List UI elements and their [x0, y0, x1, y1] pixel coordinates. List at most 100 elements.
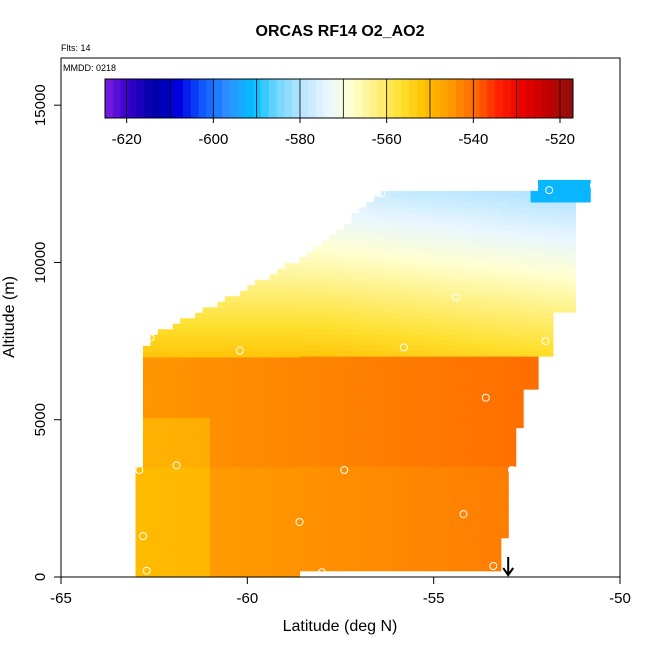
heatmap-cell [262, 444, 271, 451]
heatmap-cell [351, 548, 360, 555]
heatmap-cell [403, 207, 412, 214]
heatmap-cell [150, 433, 159, 440]
heatmap-cell [142, 554, 152, 562]
heatmap-cell [538, 234, 547, 242]
heatmap-cell [284, 263, 293, 270]
heatmap-cell [456, 284, 465, 291]
heatmap-cell [396, 460, 405, 467]
heatmap-cell [418, 394, 427, 401]
heatmap-cell [508, 345, 517, 352]
heatmap-cell [426, 367, 435, 374]
heatmap-cell [277, 494, 286, 501]
heatmap-cell [403, 273, 412, 280]
heatmap-cell [418, 438, 427, 445]
heatmap-cell [538, 273, 547, 280]
y-tick-label: 5000 [32, 403, 49, 436]
heatmap-cell [411, 383, 420, 390]
heatmap-cell [210, 417, 219, 424]
heatmap-cell [187, 488, 196, 496]
heatmap-cell [374, 323, 383, 330]
heatmap-cell [403, 482, 412, 489]
heatmap-cell [284, 488, 293, 496]
heatmap-cell [269, 318, 278, 325]
heatmap-cell [374, 477, 383, 484]
heatmap-cell [478, 262, 487, 269]
colorbar-segment [112, 79, 122, 118]
heatmap-cell [374, 526, 383, 533]
heatmap-cell [284, 389, 293, 396]
heatmap-cell [187, 543, 196, 551]
heatmap-cell [508, 433, 517, 440]
heatmap-cell [329, 300, 338, 308]
heatmap-cell [396, 312, 405, 319]
heatmap-cell [306, 416, 316, 423]
heatmap-cell [426, 306, 435, 313]
heatmap-cell [463, 339, 472, 346]
heatmap-cell [381, 196, 390, 203]
heatmap-cell [456, 515, 465, 522]
heatmap-cell [269, 510, 278, 518]
heatmap-cell [299, 499, 308, 506]
heatmap-cell [478, 212, 487, 220]
heatmap-cell [388, 350, 397, 357]
heatmap-cell [478, 256, 487, 264]
heatmap-cell [396, 455, 405, 462]
heatmap-cell [180, 455, 189, 462]
heatmap-cell [172, 499, 181, 507]
heatmap-cell [500, 356, 509, 363]
heatmap-cell [321, 565, 330, 572]
heatmap-cell [351, 532, 360, 539]
heatmap-cell [478, 240, 487, 247]
heatmap-cell [351, 422, 360, 429]
heatmap-cell [456, 449, 465, 456]
heatmap-cell [478, 207, 487, 214]
heatmap-cell [329, 515, 338, 522]
heatmap-cell [426, 537, 435, 544]
heatmap-cell [403, 300, 412, 308]
colorbar-segment [557, 79, 566, 118]
heatmap-cell [470, 471, 479, 478]
heatmap-cell [292, 532, 301, 540]
heatmap-cell [485, 218, 494, 225]
heatmap-cell [567, 229, 576, 236]
heatmap-cell [530, 312, 539, 319]
heatmap-cell [195, 318, 204, 325]
heatmap-cell [351, 262, 360, 269]
heatmap-cell [306, 477, 316, 484]
colorbar-segment [510, 79, 519, 118]
heatmap-cell [515, 262, 524, 269]
heatmap-cell [470, 196, 479, 203]
heatmap-cell [150, 488, 159, 496]
heatmap-cell [269, 290, 278, 297]
heatmap-cell [150, 532, 159, 540]
heatmap-cell [463, 306, 472, 313]
heatmap-cell [165, 422, 174, 429]
heatmap-cell [493, 405, 502, 412]
heatmap-cell [314, 521, 323, 528]
heatmap-cell [284, 422, 293, 429]
heatmap-cell [336, 262, 345, 269]
heatmap-cell [351, 521, 360, 528]
heatmap-cell [351, 345, 360, 352]
heatmap-cell [396, 526, 405, 533]
heatmap-cell [463, 356, 472, 363]
heatmap-cell [195, 505, 204, 512]
heatmap-cell [329, 256, 338, 264]
heatmap-cell [299, 328, 308, 335]
heatmap-cell [306, 289, 316, 297]
heatmap-cell [321, 323, 330, 330]
heatmap-cell [195, 417, 204, 424]
heatmap-cell [403, 312, 412, 319]
heatmap-cell [463, 262, 472, 269]
heatmap-cell [306, 295, 316, 302]
heatmap-cell [172, 549, 181, 556]
heatmap-cell [217, 307, 226, 314]
heatmap-cell [463, 504, 472, 511]
profile-point [142, 566, 151, 575]
heatmap-cell [172, 417, 181, 424]
heatmap-cell [247, 455, 256, 462]
heatmap-cell [515, 400, 524, 407]
heatmap-cell [366, 328, 375, 335]
heatmap-cell [470, 510, 479, 517]
heatmap-cell [135, 516, 144, 523]
